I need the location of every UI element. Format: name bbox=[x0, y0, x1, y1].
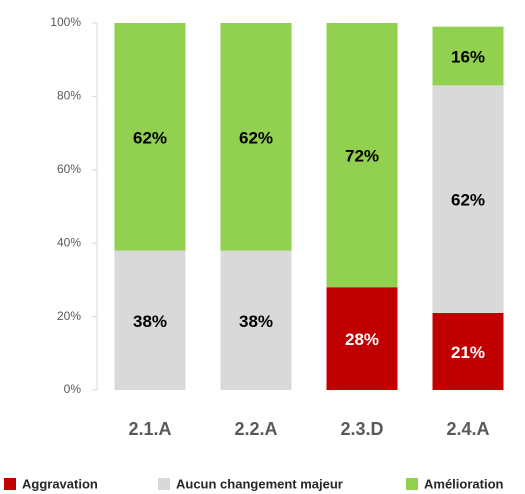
y-tick-label: 100% bbox=[50, 15, 81, 29]
y-tick-label: 40% bbox=[57, 235, 81, 249]
y-tick-label: 20% bbox=[57, 309, 81, 323]
bar-segment bbox=[220, 23, 292, 251]
legend-swatch bbox=[158, 478, 170, 490]
legend-label: Aucun changement majeur bbox=[176, 476, 343, 491]
data-label: 38% bbox=[239, 312, 273, 331]
y-tick-label: 80% bbox=[57, 89, 81, 103]
bar-segment bbox=[114, 23, 186, 251]
bar-segment bbox=[114, 250, 186, 390]
x-tick-label: 2.1.A bbox=[128, 419, 171, 439]
y-tick-label: 60% bbox=[57, 162, 81, 176]
legend-swatch bbox=[406, 478, 418, 490]
y-tick-label: 0% bbox=[64, 382, 82, 396]
data-label: 62% bbox=[451, 191, 485, 210]
data-label: 28% bbox=[345, 330, 379, 349]
data-label: 72% bbox=[345, 147, 379, 166]
data-label: 38% bbox=[133, 312, 167, 331]
data-label: 16% bbox=[451, 48, 485, 67]
legend-label: Amélioration bbox=[424, 476, 504, 491]
x-tick-label: 2.4.A bbox=[446, 419, 489, 439]
legend-swatch bbox=[4, 478, 16, 490]
bar-segment bbox=[432, 85, 504, 313]
data-label: 21% bbox=[451, 343, 485, 362]
data-label: 62% bbox=[239, 128, 273, 147]
x-tick-label: 2.2.A bbox=[234, 419, 277, 439]
bar-segment bbox=[326, 23, 398, 288]
bar-segment bbox=[220, 250, 292, 390]
x-tick-label: 2.3.D bbox=[340, 419, 383, 439]
bar-segment bbox=[326, 287, 398, 390]
bar-segment bbox=[432, 26, 504, 86]
bar-segment bbox=[432, 312, 504, 390]
legend-label: Aggravation bbox=[22, 476, 98, 491]
data-label: 62% bbox=[133, 128, 167, 147]
